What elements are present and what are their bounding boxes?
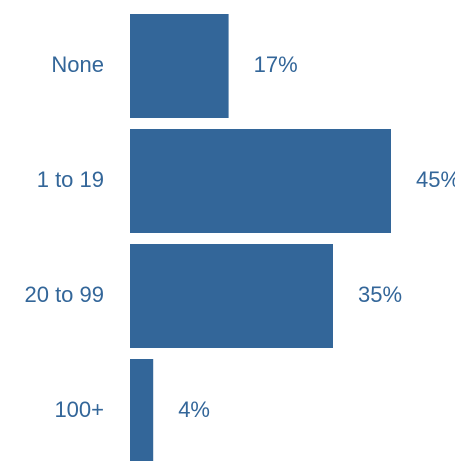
bar-1	[130, 129, 391, 233]
category-label-0: None	[51, 52, 104, 77]
category-label-3: 100+	[54, 397, 104, 422]
bar-2	[130, 244, 333, 348]
value-label-3: 4%	[178, 397, 210, 422]
value-label-2: 35%	[358, 282, 402, 307]
category-label-2: 20 to 99	[24, 282, 104, 307]
value-label-0: 17%	[254, 52, 298, 77]
bar-0	[130, 14, 229, 118]
value-label-group: 17% 45% 35% 4%	[178, 52, 455, 422]
value-label-1: 45%	[416, 167, 455, 192]
bar-group	[130, 14, 391, 461]
bar-3	[130, 359, 154, 461]
category-label-group: None 1 to 19 20 to 99 100+	[24, 52, 104, 422]
category-label-1: 1 to 19	[37, 167, 104, 192]
